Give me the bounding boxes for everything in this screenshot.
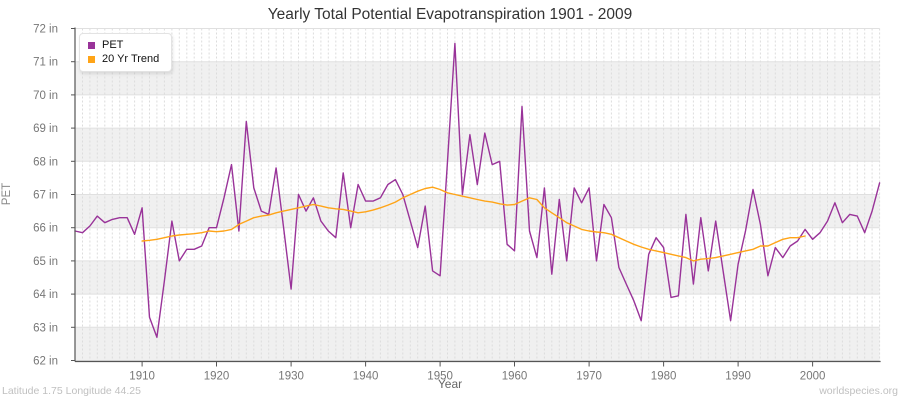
footer-source: worldspecies.org xyxy=(819,385,898,397)
y-tick-label: 65 in xyxy=(33,256,58,268)
x-axis-title: Year xyxy=(437,377,463,391)
y-tick-label: 63 in xyxy=(33,322,58,334)
y-tick-label: 71 in xyxy=(33,57,58,69)
x-tick-label: 1940 xyxy=(353,371,379,383)
x-tick-label: 1930 xyxy=(278,371,304,383)
y-tick-label: 68 in xyxy=(33,156,58,168)
x-tick-label: 1980 xyxy=(651,371,677,383)
y-tick-label: 66 in xyxy=(33,223,58,235)
y-tick-label: 62 in xyxy=(33,356,58,368)
pet-series-swatch xyxy=(88,42,95,49)
y-axis-title: PET xyxy=(1,182,13,206)
year-gridlines xyxy=(82,28,881,361)
y-tick-label: 69 in xyxy=(33,123,58,135)
x-tick-label: 1970 xyxy=(576,371,602,383)
legend-item-trend: 20 Yr Trend xyxy=(88,53,159,66)
x-tick-label: 1950 xyxy=(427,371,453,383)
x-axis: 1910 1920 1930 1940 1950 1960 1970 1980 1990 2000 xyxy=(129,361,826,383)
legend-label-pet: PET xyxy=(102,39,124,51)
trend-line xyxy=(141,186,806,262)
y-tick-label: 67 in xyxy=(33,190,58,202)
y-tick-label: 72 in xyxy=(33,24,58,36)
y-axis: 62 in 63 in 64 in 65 in 66 in 67 in 68 in 69 in… xyxy=(33,24,75,368)
y-tick-label: 64 in xyxy=(33,289,58,301)
x-tick-label: 1960 xyxy=(502,371,528,383)
plot-band xyxy=(75,94,880,129)
x-tick-label: 1920 xyxy=(204,371,230,383)
y-tick-label: 70 in xyxy=(33,90,58,102)
legend: PET 20 Yr Trend xyxy=(79,33,173,72)
x-tick-label: 2000 xyxy=(800,371,826,383)
footer-coordinates: Latitude 1.75 Longitude 44.25 xyxy=(2,385,141,397)
x-tick-label: 1910 xyxy=(129,371,155,383)
x-tick-label: 1990 xyxy=(725,371,751,383)
pet-line xyxy=(74,42,881,338)
plot-band xyxy=(75,327,880,361)
chart-title: Yearly Total Potential Evapotranspiratio… xyxy=(267,6,633,23)
legend-label-trend: 20 Yr Trend xyxy=(102,53,160,65)
legend-item-pet: PET xyxy=(88,39,159,52)
trend-series-swatch xyxy=(88,56,95,63)
